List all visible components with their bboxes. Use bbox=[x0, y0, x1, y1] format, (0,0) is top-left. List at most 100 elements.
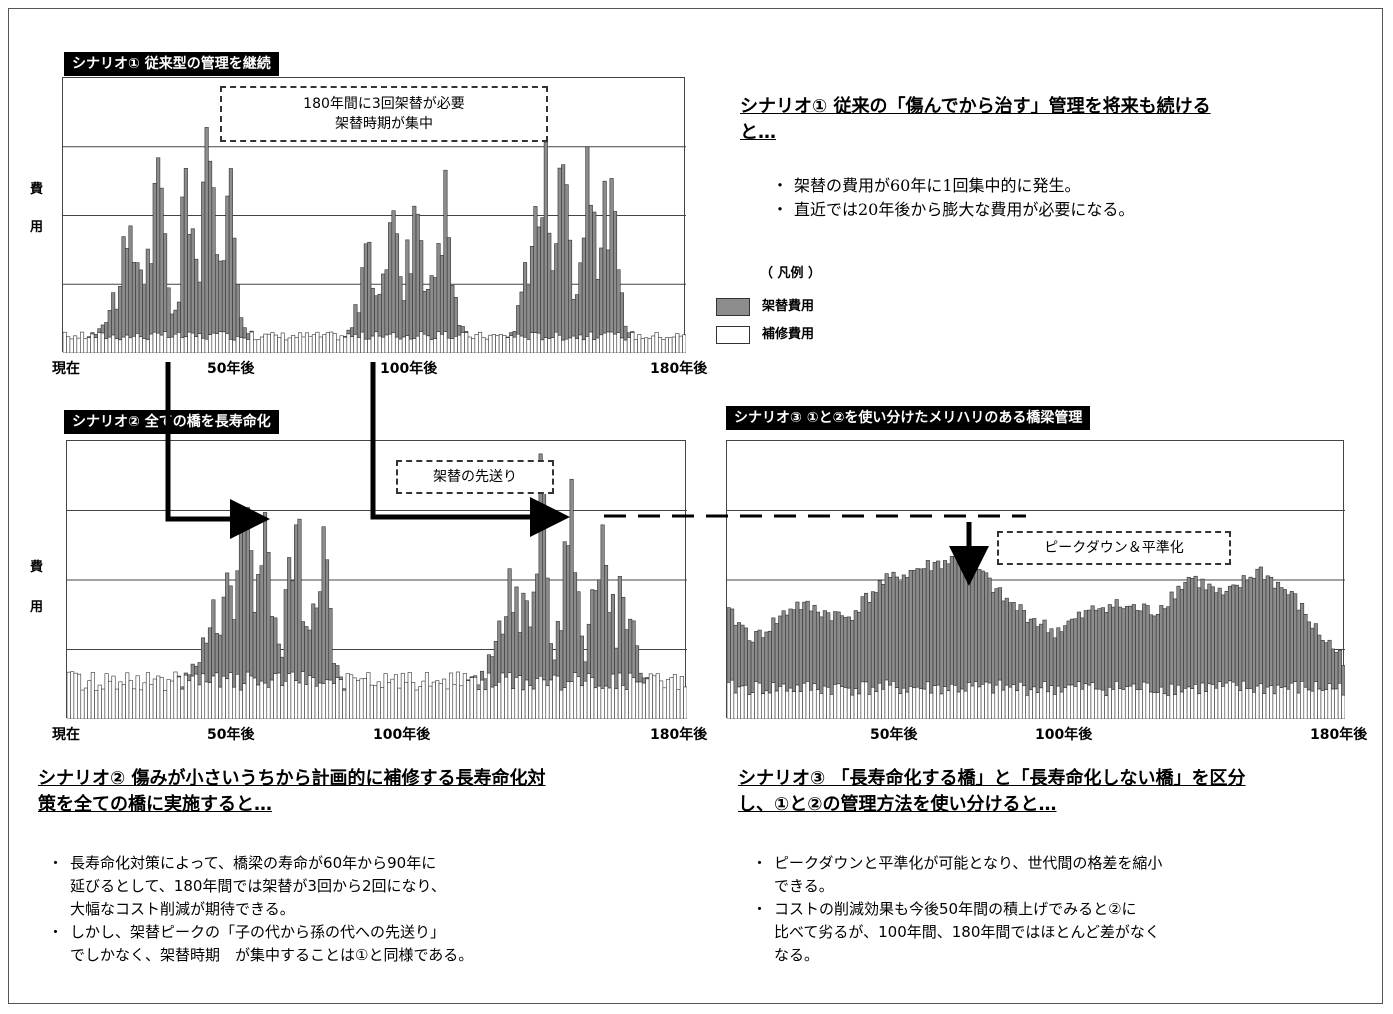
replacement-bar bbox=[483, 678, 488, 691]
repair-bar bbox=[1018, 681, 1023, 719]
replacement-bar bbox=[1015, 610, 1020, 691]
repair-bar bbox=[218, 686, 223, 719]
replacement-bar bbox=[197, 662, 202, 686]
replacement-bar bbox=[578, 262, 583, 336]
repair-bar bbox=[190, 332, 195, 353]
repair-bar bbox=[87, 680, 92, 719]
repair-bar bbox=[640, 338, 645, 353]
replacement-bar bbox=[1090, 605, 1095, 684]
repair-bar bbox=[554, 331, 559, 353]
replacement-bar bbox=[194, 665, 199, 675]
replacement-bar bbox=[512, 331, 517, 338]
scenario3-xtick-100: 100年後 bbox=[1035, 727, 1093, 743]
replacement-bar bbox=[111, 292, 116, 336]
replacement-bar bbox=[815, 611, 821, 690]
repair-bar bbox=[462, 673, 467, 719]
repair-bar bbox=[925, 681, 930, 719]
repair-bar bbox=[597, 685, 602, 719]
replacement-bar bbox=[1035, 626, 1040, 693]
replacement-bar bbox=[245, 507, 250, 673]
replacement-bar bbox=[757, 629, 762, 684]
replacement-bar bbox=[516, 305, 521, 335]
repair-bar bbox=[1080, 688, 1085, 719]
repair-bar bbox=[394, 336, 400, 353]
repair-bar bbox=[322, 334, 327, 353]
replacement-bar bbox=[86, 336, 91, 338]
replacement-bar bbox=[401, 300, 406, 338]
repair-bar bbox=[617, 672, 622, 719]
replacement-bar bbox=[391, 210, 396, 334]
replacement-bar bbox=[767, 630, 772, 694]
replacement-bar bbox=[621, 596, 626, 686]
repair-bar bbox=[308, 335, 313, 353]
repair-bar bbox=[586, 673, 591, 719]
replacement-bar bbox=[1138, 610, 1143, 690]
replacement-bar bbox=[963, 559, 968, 692]
replacement-bar bbox=[207, 627, 212, 683]
scenario1-heading-line1: シナリオ① 従来の「傷んでから治す」管理を将来も続ける bbox=[740, 96, 1211, 117]
repair-bar bbox=[675, 333, 680, 353]
repair-bar bbox=[128, 680, 133, 719]
repair-bar bbox=[497, 681, 502, 719]
repair-bar bbox=[471, 338, 476, 353]
replacement-bar bbox=[221, 260, 226, 333]
repair-bar bbox=[329, 331, 334, 353]
replacement-bar bbox=[1152, 615, 1157, 693]
repair-bar bbox=[953, 684, 958, 719]
scenario3-bullets: ピークダウンと平準化が可能となり、世代間の格差を縮小 できる。 コストの削減効果… bbox=[752, 852, 1352, 967]
repair-bar bbox=[647, 338, 652, 353]
repair-bar bbox=[277, 337, 282, 353]
replacement-bar bbox=[297, 518, 302, 684]
repair-bar bbox=[266, 687, 271, 719]
repair-bar bbox=[655, 673, 660, 719]
replacement-bar bbox=[176, 675, 181, 678]
repair-bar bbox=[118, 339, 123, 353]
replacement-bar bbox=[638, 672, 643, 683]
repair-bar bbox=[785, 690, 790, 719]
repair-bar bbox=[149, 684, 154, 719]
repair-bar bbox=[679, 676, 684, 719]
repair-bar bbox=[404, 681, 409, 719]
repair-bar bbox=[524, 679, 529, 719]
replacement-bar bbox=[750, 641, 755, 693]
replacement-bar bbox=[616, 269, 621, 333]
scenario1-chart-svg bbox=[63, 127, 686, 353]
replacement-bar bbox=[991, 591, 996, 694]
scenario2-bullets: 長寿命化対策によって、橋梁の寿命が60年から90年に 延びるとして、180年間で… bbox=[48, 852, 688, 967]
repair-bar bbox=[635, 681, 640, 719]
replacement-bar bbox=[908, 570, 913, 687]
repair-bar bbox=[194, 673, 199, 719]
replacement-bar bbox=[788, 608, 793, 689]
scenario2-ylabel-2: 用 bbox=[30, 600, 44, 615]
replacement-bar bbox=[1324, 642, 1329, 690]
replacement-bar bbox=[356, 312, 361, 338]
repair-bar bbox=[455, 671, 460, 719]
repair-bar bbox=[483, 689, 488, 719]
repair-bar bbox=[366, 672, 371, 719]
repair-bar bbox=[228, 672, 233, 719]
replacement-bar bbox=[1066, 620, 1071, 686]
repair-bar bbox=[833, 684, 838, 719]
repair-bar bbox=[429, 339, 434, 353]
replacement-bar bbox=[1162, 608, 1167, 695]
repair-bar bbox=[242, 337, 247, 353]
scenario1-banner: シナリオ① 従来型の管理を継続 bbox=[64, 52, 279, 76]
repair-bar bbox=[545, 685, 550, 719]
replacement-bar bbox=[521, 592, 526, 691]
replacement-bar bbox=[819, 616, 824, 694]
repair-bar bbox=[498, 334, 503, 353]
repair-bar bbox=[511, 688, 516, 719]
repair-bar bbox=[367, 338, 372, 353]
repair-bar bbox=[1107, 686, 1112, 719]
repair-bar bbox=[104, 338, 109, 353]
replacement-bar bbox=[843, 617, 848, 688]
replacement-bar bbox=[1039, 623, 1044, 689]
repair-bar bbox=[474, 334, 479, 353]
repair-bar bbox=[915, 686, 920, 719]
repair-bar bbox=[798, 691, 803, 719]
repair-bar bbox=[929, 692, 934, 719]
replacement-bar bbox=[239, 317, 244, 338]
replacement-bar bbox=[1155, 613, 1160, 693]
repair-bar bbox=[1049, 685, 1054, 719]
replacement-bar bbox=[476, 684, 481, 690]
